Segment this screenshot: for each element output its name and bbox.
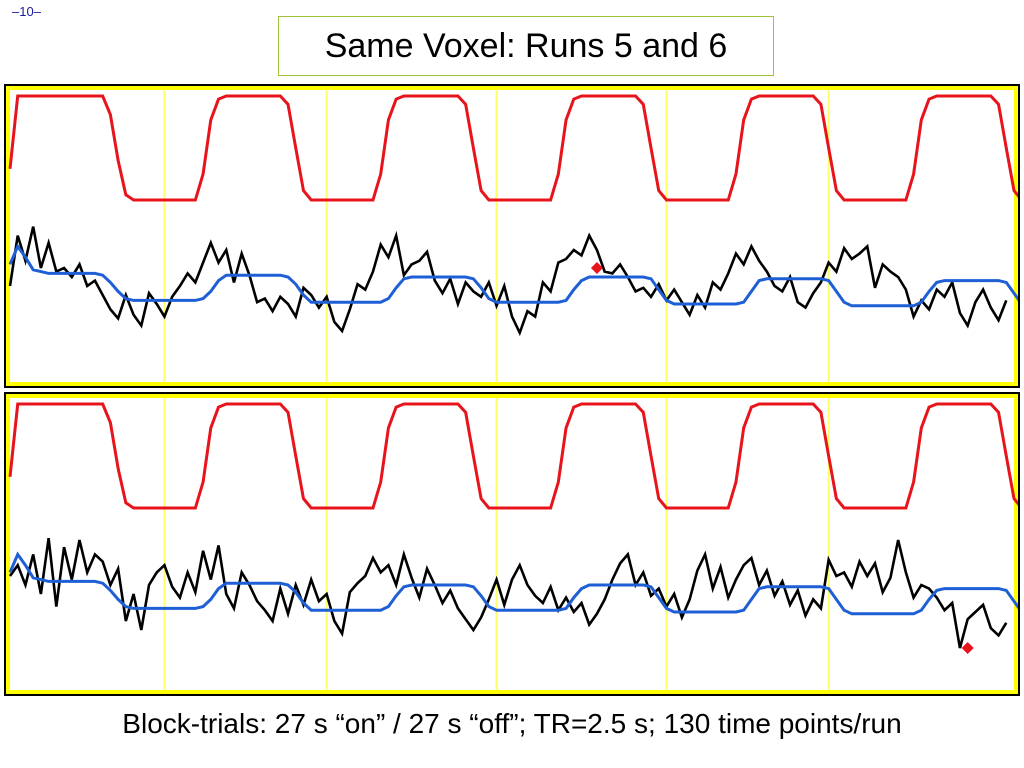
chart-svg-run-5 (6, 86, 1018, 386)
plot-frame (6, 86, 1018, 386)
slide-caption: Block-trials: 27 s “on” / 27 s “off”; TR… (122, 708, 902, 739)
highlight-marker (590, 262, 603, 274)
stimulus-reference-line (8, 94, 1018, 202)
highlight-marker (961, 642, 974, 654)
chart-panel-run-5 (4, 84, 1020, 388)
chart-svg-run-6 (6, 394, 1018, 694)
fitted-model-line (8, 551, 1018, 616)
slide-title: Same Voxel: Runs 5 and 6 (278, 16, 774, 76)
plot-frame (6, 394, 1018, 694)
measured-signal-line (8, 538, 1008, 649)
stimulus-reference-line (8, 402, 1018, 510)
fitted-model-line (8, 243, 1018, 308)
chart-panel-run-6 (4, 392, 1020, 696)
slide-number: –10– (12, 4, 41, 19)
